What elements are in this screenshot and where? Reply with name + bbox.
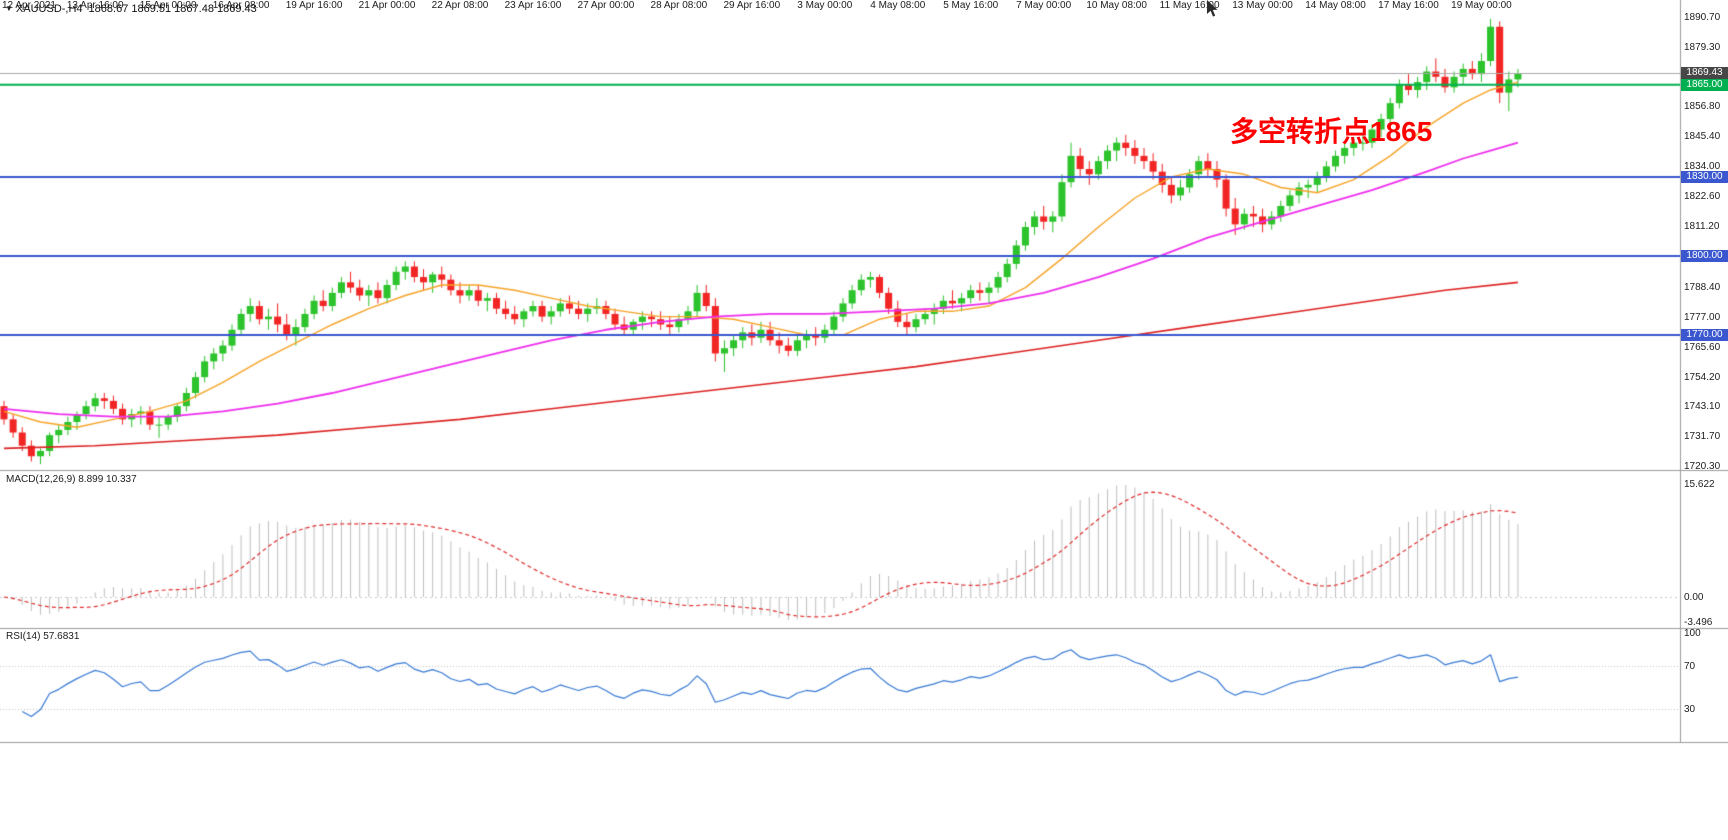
time-axis-label: 11 May 16:00 [1159, 0, 1220, 11]
time-axis-label: 28 Apr 08:00 [650, 0, 708, 11]
chart-header: ▼ XAUUSD-,H4 1868.67 1869.51 1867.48 1869.… [5, 3, 257, 15]
ohlc-values: 1868.67 1869.51 1867.48 1869.43 [88, 3, 257, 15]
time-axis-label: 27 Apr 00:00 [577, 0, 635, 11]
macd-axis-label: -3.496 [1684, 617, 1713, 629]
time-axis-label: 19 Apr 16:00 [285, 0, 343, 11]
time-axis-label: 3 May 00:00 [797, 0, 853, 11]
price-axis-label: 1811.20 [1684, 221, 1720, 233]
macd-axis-label: 15.622 [1684, 479, 1715, 491]
rsi-value: 57.6831 [43, 631, 80, 642]
price-axis-label: 1890.70 [1684, 12, 1721, 23]
time-axis-label: 22 Apr 08:00 [431, 0, 489, 11]
time-axis-label: 12 Apr 2021 [2, 0, 56, 11]
price-axis-label: 1731.70 [1684, 430, 1721, 442]
price-axis-label: 1765.60 [1684, 341, 1721, 353]
macd-values: 8.899 10.337 [78, 474, 137, 485]
time-axis-label: 13 Apr 16:00 [66, 0, 124, 11]
rsi-axis-label: 100 [1684, 628, 1701, 639]
time-axis-label: 17 May 16:00 [1378, 0, 1439, 11]
price-axis-label: 1822.60 [1684, 191, 1721, 203]
time-axis-label: 4 May 08:00 [870, 0, 926, 11]
macd-axis-label: 0.00 [1684, 592, 1704, 603]
price-axis-label: 1743.10 [1684, 400, 1721, 412]
price-axis-label: 1777.00 [1684, 311, 1721, 323]
macd-indicator-label: MACD(12,26,9) 8.899 10.337 [6, 474, 137, 485]
time-axis-label: 13 May 00:00 [1232, 0, 1293, 11]
rsi-axis-label: 30 [1684, 704, 1696, 716]
time-axis-label: 21 Apr 00:00 [358, 0, 416, 11]
symbol-dropdown-icon[interactable]: ▼ [5, 4, 13, 13]
price-tag: 1770.00 [1681, 329, 1728, 342]
price-axis-label: 1845.40 [1684, 131, 1721, 143]
price-tag: 1869.43 [1681, 67, 1728, 80]
price-axis-label: 1754.20 [1684, 371, 1721, 383]
time-axis-label: 19 May 00:00 [1451, 0, 1512, 11]
price-axis-label: 1879.30 [1684, 42, 1721, 54]
price-tag: 1865.00 [1681, 78, 1728, 91]
time-axis-label: 7 May 00:00 [1016, 0, 1072, 11]
price-axis-label: 1834.00 [1684, 161, 1721, 173]
price-tag: 1830.00 [1681, 170, 1728, 183]
symbol-period-label: XAUUSD-,H4 [15, 3, 83, 15]
macd-name: MACD(12,26,9) [6, 474, 76, 485]
rsi-axis-label: 70 [1684, 660, 1696, 672]
time-axis-label: 23 Apr 16:00 [504, 0, 562, 11]
price-axis-label: 1788.40 [1684, 281, 1721, 293]
time-axis-label: 10 May 08:00 [1086, 0, 1147, 11]
rsi-indicator-label: RSI(14) 57.6831 [6, 631, 79, 642]
price-annotation-text[interactable]: 多空转折点1865 [1230, 116, 1433, 147]
time-axis-label: 15 Apr 00:00 [139, 0, 197, 11]
time-axis-label: 5 May 16:00 [943, 0, 999, 11]
time-axis-label: 14 May 08:00 [1305, 0, 1366, 11]
price-axis-label: 1856.80 [1684, 101, 1721, 113]
time-axis-label: 29 Apr 16:00 [723, 0, 781, 11]
price-axis-label: 1720.30 [1684, 460, 1721, 472]
price-tag: 1800.00 [1681, 249, 1728, 262]
time-axis-label: 16 Apr 08:00 [212, 0, 270, 11]
mouse-cursor-icon [1206, 0, 1219, 23]
rsi-name: RSI(14) [6, 631, 41, 642]
